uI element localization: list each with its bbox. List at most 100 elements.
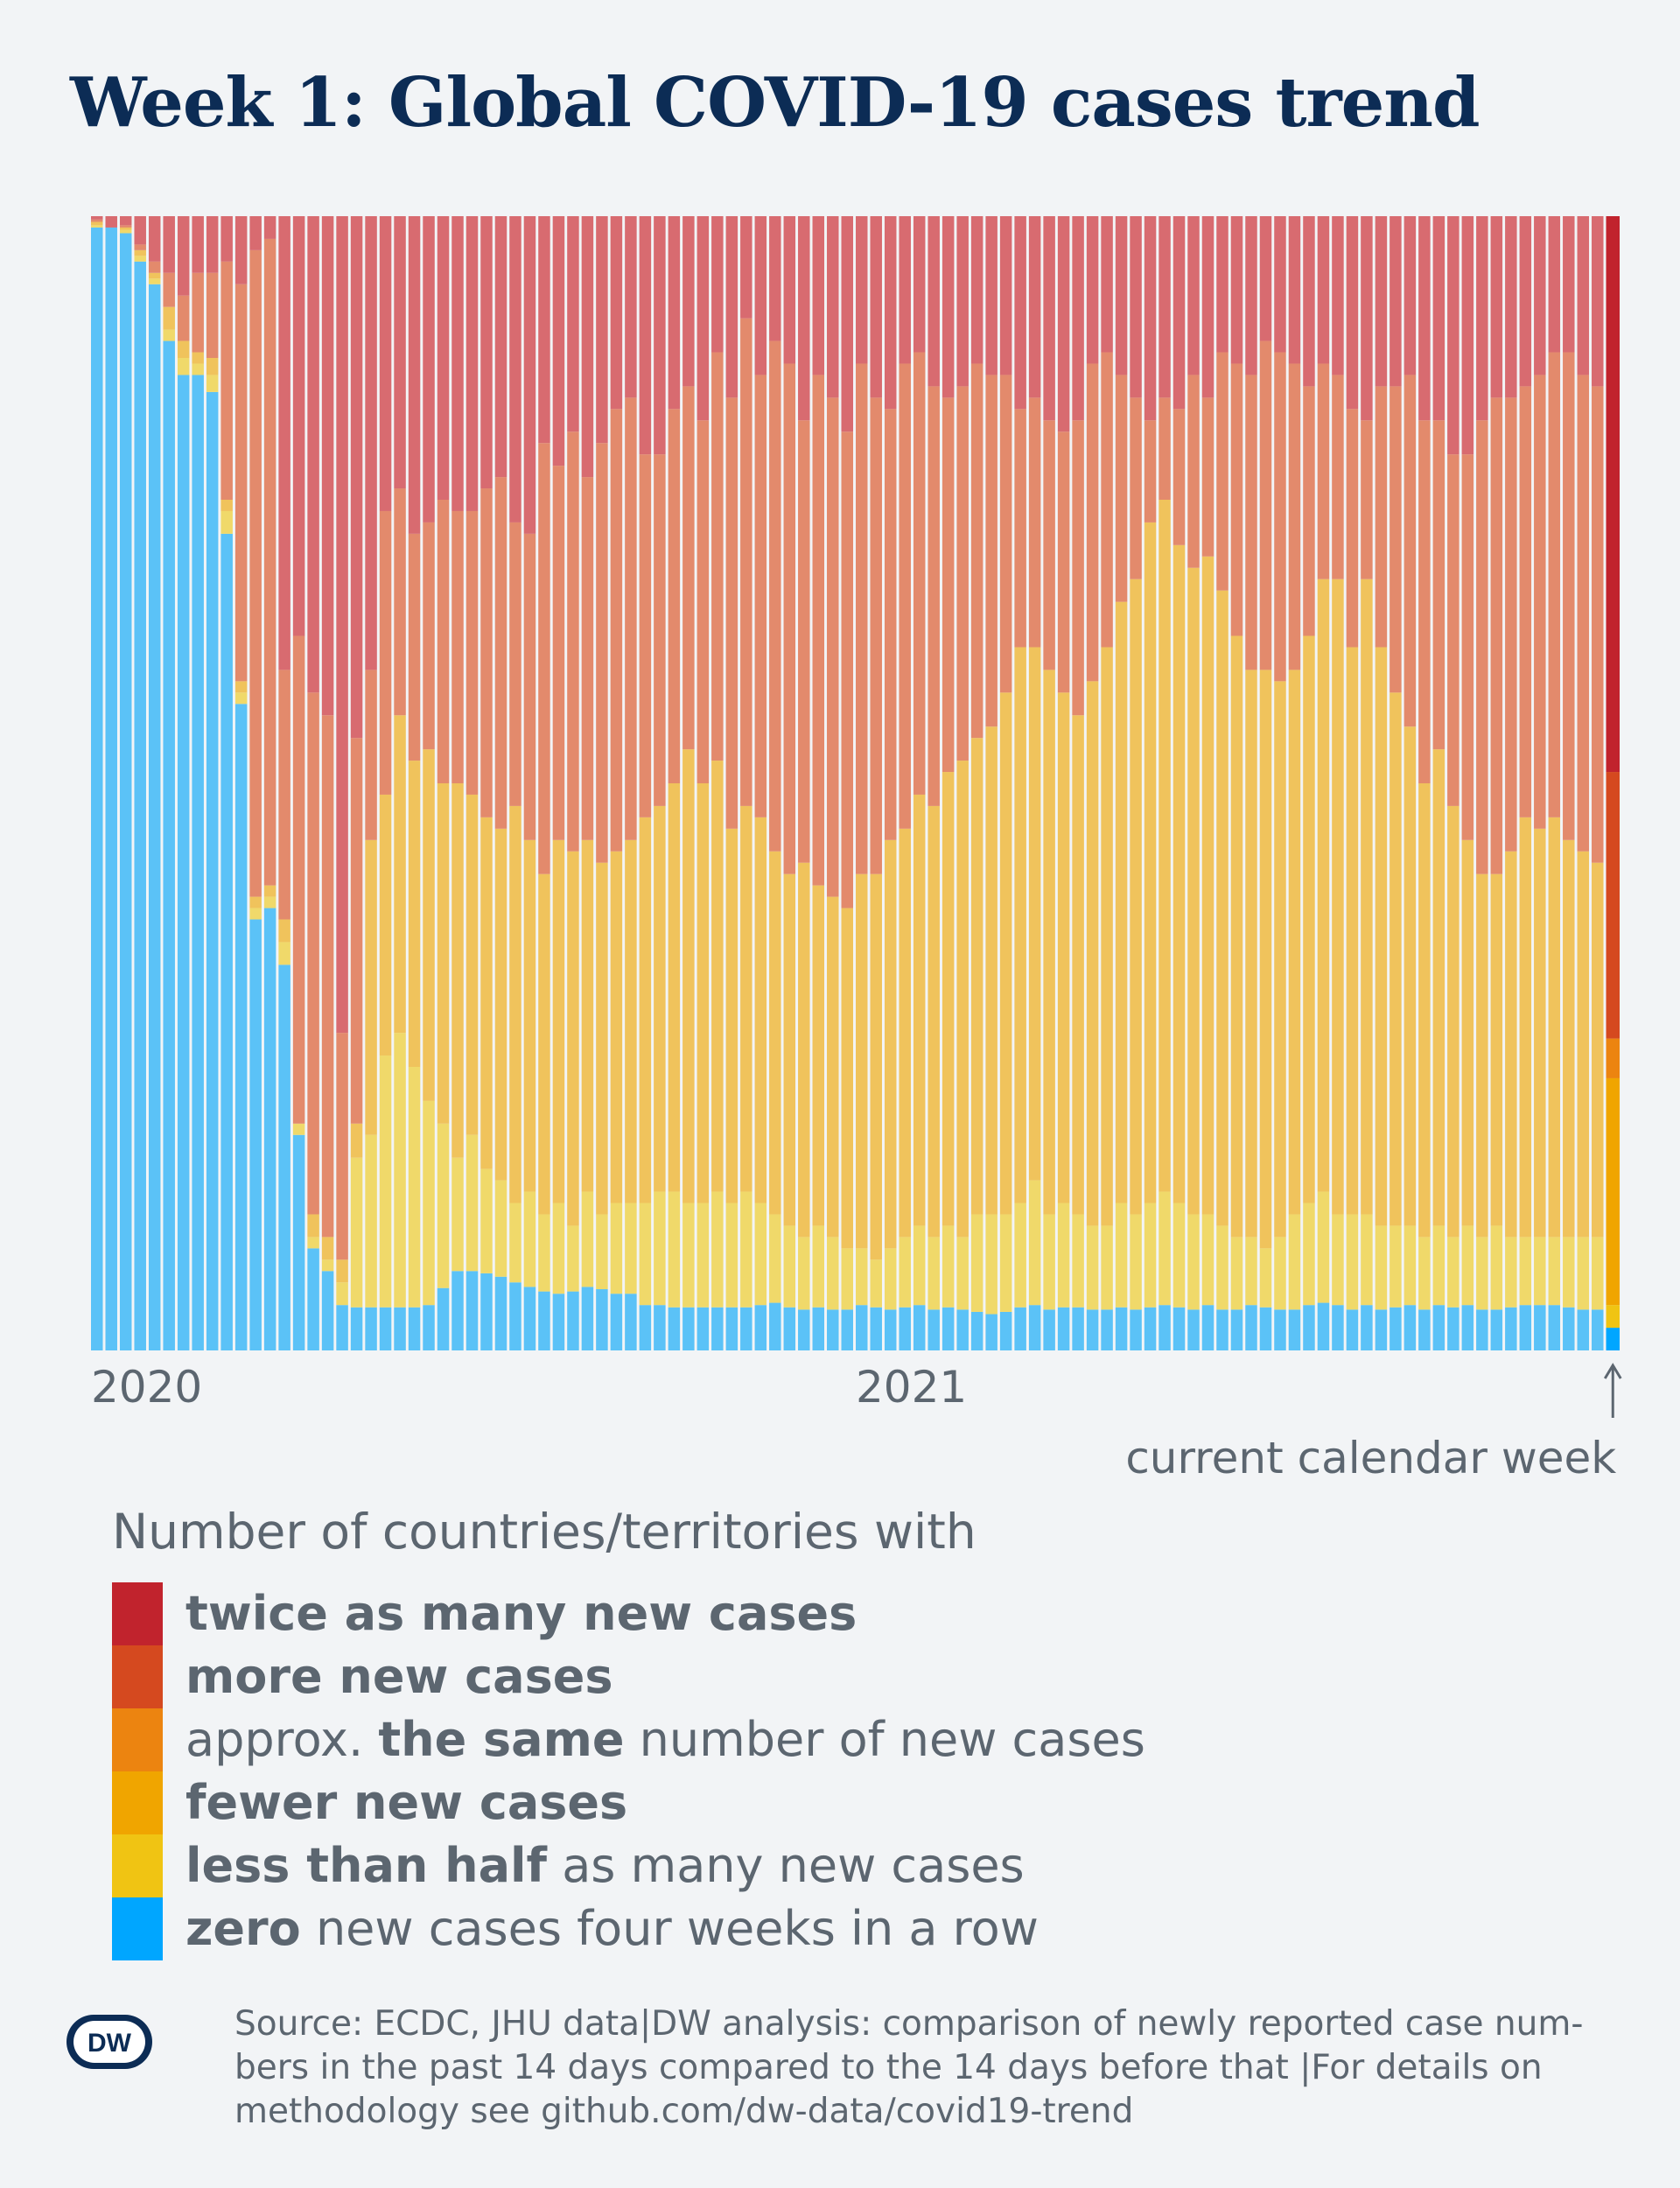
- bar-zero: [1548, 1305, 1561, 1350]
- bar-half: [783, 1225, 796, 1308]
- bar-twice: [321, 216, 334, 716]
- bar-twice: [148, 216, 161, 262]
- bar-twice: [725, 216, 738, 398]
- bar-fewer: [1548, 817, 1561, 1238]
- bar-zero: [769, 1302, 781, 1350]
- bar-half: [1534, 1237, 1546, 1306]
- bar-twice: [856, 216, 868, 364]
- bar-more: [985, 375, 998, 727]
- legend-label-same: approx. the same number of new cases: [186, 1712, 1145, 1767]
- bar-twice: [1461, 216, 1474, 455]
- bar-zero: [1418, 1309, 1431, 1350]
- bar-twice: [1303, 216, 1315, 387]
- bar-half: [1447, 1237, 1460, 1308]
- bar-zero: [307, 1248, 319, 1350]
- bar-fewer: [148, 272, 161, 279]
- bar-zero: [263, 908, 276, 1350]
- bar-half: [494, 1180, 508, 1277]
- bar-zero: [1375, 1309, 1388, 1350]
- arrow-head-icon: [1603, 1363, 1622, 1379]
- bar-zero: [884, 1309, 897, 1350]
- bar-twice: [1072, 216, 1084, 421]
- bar-more: [1432, 420, 1446, 750]
- bar-twice: [234, 216, 248, 284]
- bar-half: [610, 1203, 623, 1294]
- bar-zero: [1158, 1305, 1171, 1350]
- bar-twice: [1361, 216, 1373, 421]
- bar-zero: [1086, 1309, 1099, 1350]
- bar-twice: [899, 216, 911, 364]
- bar-zero: [1346, 1309, 1359, 1350]
- current-bar-fewer: [1606, 1077, 1620, 1306]
- bar-twice: [452, 216, 464, 511]
- bar-more: [841, 431, 853, 908]
- bar-twice: [119, 216, 132, 226]
- bar-zero: [625, 1294, 637, 1350]
- bar-fewer: [523, 839, 536, 1192]
- bar-zero: [1461, 1305, 1474, 1350]
- dw-logo: DW: [66, 2015, 152, 2069]
- bar-fewer: [206, 358, 219, 375]
- bar-more: [740, 318, 752, 806]
- bar-more: [307, 692, 319, 1215]
- bar-zero: [841, 1309, 853, 1350]
- bar-twice: [798, 216, 810, 421]
- bar-half: [423, 1100, 435, 1306]
- bar-more: [350, 738, 363, 1124]
- bar-more: [596, 443, 608, 863]
- bar-more: [1476, 420, 1488, 874]
- bar-fewer: [812, 885, 825, 1226]
- bar-more: [1043, 420, 1055, 670]
- bar-zero: [336, 1305, 348, 1350]
- bar-more: [610, 409, 623, 852]
- bar-twice: [1014, 216, 1026, 410]
- bar-twice: [1086, 216, 1099, 364]
- bar-half: [466, 1134, 479, 1272]
- bar-more: [1490, 397, 1503, 874]
- bar-fewer: [1115, 601, 1128, 1203]
- bar-twice: [466, 216, 479, 511]
- bar-half: [1505, 1237, 1517, 1308]
- bar-twice: [1230, 216, 1243, 364]
- bar-more: [1086, 363, 1099, 682]
- bar-zero: [1592, 1309, 1604, 1350]
- bar-zero: [928, 1309, 940, 1350]
- bar-zero: [1072, 1307, 1084, 1350]
- bar-more: [769, 340, 781, 852]
- bar-fewer: [1028, 647, 1041, 1181]
- source-line-1: Source: ECDC, JHU data|DW analysis: comp…: [234, 2004, 1584, 2044]
- bar-zero: [134, 261, 146, 1351]
- bar-zero: [321, 1271, 334, 1350]
- bar-fewer: [725, 828, 738, 1203]
- bar-fewer: [263, 885, 276, 897]
- bar-zero: [654, 1305, 666, 1350]
- bar-more: [452, 510, 464, 783]
- bar-twice: [105, 216, 117, 228]
- bar-fewer: [1519, 817, 1532, 1238]
- bar-twice: [884, 216, 897, 410]
- bar-more: [1245, 375, 1257, 670]
- bar-twice: [1390, 216, 1402, 387]
- bar-more: [1577, 375, 1590, 852]
- bar-twice: [913, 216, 926, 353]
- bar-more: [1201, 397, 1214, 557]
- bar-more: [1303, 386, 1315, 636]
- bar-more: [292, 635, 305, 1124]
- bar-fewer: [1288, 670, 1301, 1215]
- bar-zero: [668, 1307, 681, 1350]
- bar-half: [870, 1259, 882, 1308]
- bar-zero: [452, 1271, 464, 1350]
- bar-zero: [1303, 1305, 1315, 1350]
- bar-more: [942, 397, 955, 773]
- bar-half: [1259, 1248, 1272, 1308]
- bar-fewer: [942, 772, 955, 1226]
- bar-half: [999, 1214, 1012, 1312]
- bar-zero: [1028, 1305, 1041, 1350]
- bar-zero: [466, 1271, 479, 1350]
- bar-half: [1043, 1214, 1055, 1310]
- bar-zero: [1274, 1309, 1286, 1350]
- bar-twice: [783, 216, 796, 364]
- bar-fewer: [379, 794, 392, 1056]
- bar-zero: [1115, 1307, 1128, 1350]
- bar-fewer: [249, 896, 262, 908]
